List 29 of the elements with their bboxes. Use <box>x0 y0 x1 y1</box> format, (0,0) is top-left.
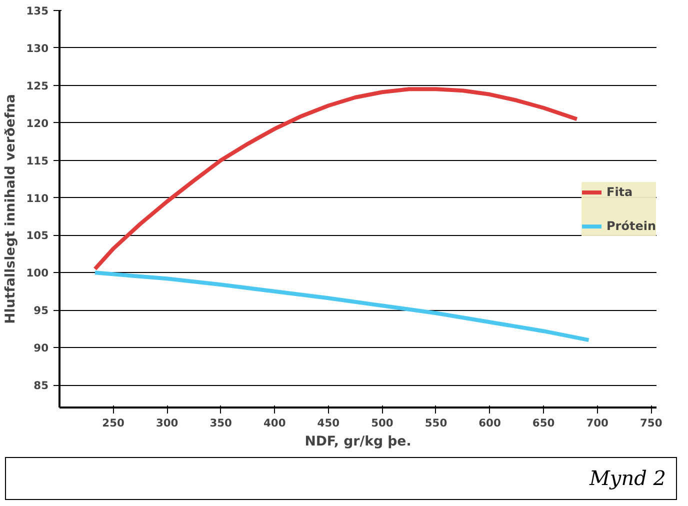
y-axis-title: Hlutfallslegt innihald verðefna <box>3 94 18 324</box>
legend-label: Fita <box>606 184 633 198</box>
y-tick-label: 95 <box>34 304 49 318</box>
y-tick-label: 135 <box>26 4 49 18</box>
x-tick-label: 550 <box>424 416 448 430</box>
y-tick-label: 130 <box>26 42 49 55</box>
x-tick-label: 700 <box>586 416 608 430</box>
y-tick-label: 120 <box>26 116 49 130</box>
x-tick-label: 750 <box>640 416 662 430</box>
line-series <box>92 270 591 342</box>
x-tick-label: 500 <box>371 416 394 430</box>
x-axis-title: NDF, gr/kg þe. <box>304 434 412 450</box>
x-tick-label: 300 <box>156 416 178 430</box>
x-tick-label: 450 <box>317 416 340 430</box>
x-tick-label: 650 <box>532 416 555 430</box>
x-tick-label: 250 <box>102 416 124 430</box>
y-tick-label: 125 <box>26 79 49 92</box>
y-tick-label: 110 <box>26 192 49 205</box>
y-tick-label: 115 <box>26 154 49 168</box>
y-tick-label: 85 <box>34 379 49 392</box>
y-tick-label: 90 <box>34 342 49 355</box>
legend-label: Prótein <box>606 218 656 232</box>
line-series <box>92 87 579 271</box>
text: Mynd 2 <box>589 465 666 492</box>
x-tick-label: 400 <box>264 416 286 430</box>
y-tick-label: 100 <box>26 266 49 280</box>
x-tick-label: 350 <box>210 416 232 430</box>
y-tick-label: 105 <box>26 229 49 242</box>
x-tick-label: 600 <box>478 416 501 430</box>
